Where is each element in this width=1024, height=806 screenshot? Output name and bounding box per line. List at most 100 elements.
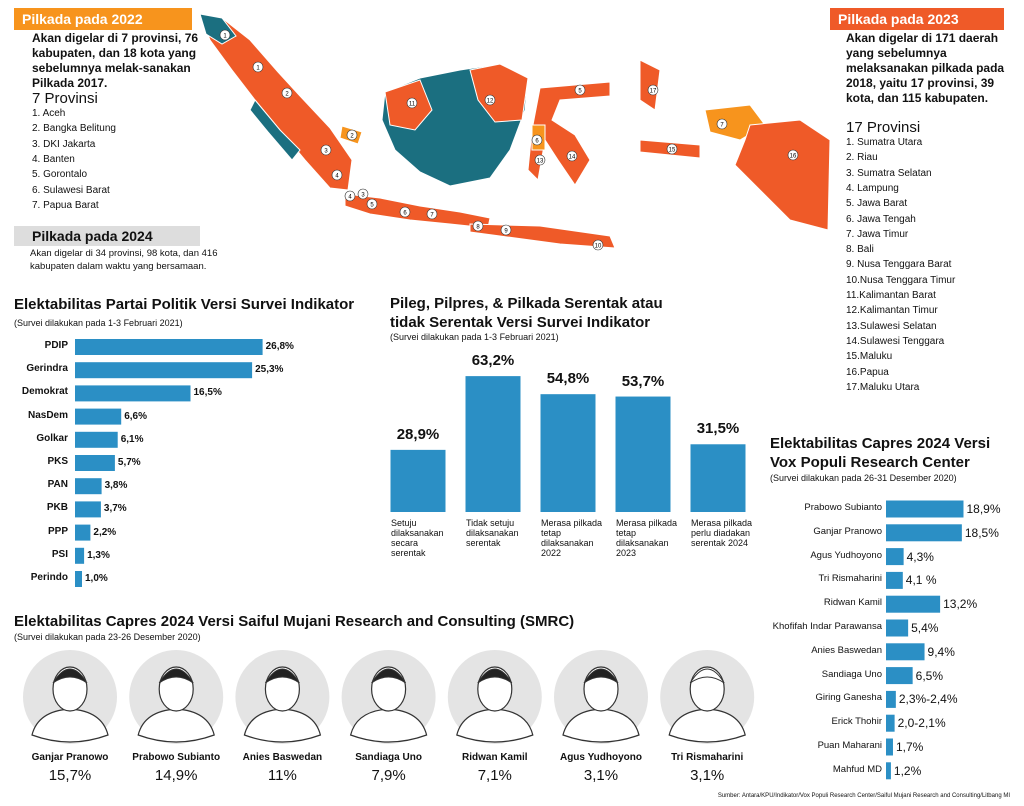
candidate-result: 7,9% (371, 767, 406, 784)
category-label: PKS (47, 456, 68, 467)
value-label: 25,3% (255, 364, 284, 376)
bar (75, 501, 101, 518)
candidate-result: 7,1% (477, 767, 512, 784)
value-label: 2,0-2,1% (897, 716, 946, 731)
value-label: 63,2% (471, 352, 515, 370)
province-item: 14.Sulawesi Tenggara (846, 335, 945, 347)
province-item: 1. Aceh (32, 108, 66, 119)
value-label: 6,1% (120, 433, 144, 445)
map-marker-label: 1 (256, 66, 260, 72)
bar (886, 571, 903, 589)
value-label: 54,8% (546, 370, 590, 388)
panel-title: Pilkada pada 2023 (830, 8, 1004, 30)
value-label: 26,8% (265, 341, 294, 352)
map-marker (534, 154, 546, 166)
map-marker (787, 149, 799, 161)
category-label: Gerindra (26, 363, 68, 375)
source: Sumber: Antara/KPU/Indikator/Vox Populi … (717, 793, 1010, 799)
bar (465, 376, 521, 512)
bar (886, 500, 964, 518)
bar (886, 548, 904, 566)
province-item: 3. DKI Jakarta (32, 138, 96, 150)
category-label: Khofifah Indar Parawansa (772, 621, 882, 632)
province-item: 13.Sulawesi Selatan (846, 320, 937, 332)
category-label: PSI (51, 548, 68, 560)
bar (886, 762, 891, 780)
map-marker-label: 16 (790, 154, 797, 160)
panel-title: Pilkada pada 2024 (14, 226, 200, 246)
category-label: PAN (47, 479, 68, 491)
bar (886, 643, 925, 661)
bar (886, 690, 896, 708)
bar (886, 738, 893, 756)
candidate-result: 3,1% (583, 767, 619, 784)
chart-subtitle: (Survei dilakukan pada 1-3 Februari 2021… (390, 332, 559, 342)
map-marker-label: 5 (370, 203, 374, 209)
province-item: 6. Jawa Tengah (846, 213, 916, 225)
value-label: 18,9% (966, 502, 1001, 516)
map-marker-label: 3 (361, 193, 365, 199)
candidate-name: Anies Baswedan (242, 752, 323, 763)
category-label: Setuju dilaksanakan secara serentak (391, 518, 444, 558)
map-marker-label: 4 (348, 195, 352, 201)
category-label: Giring Ganesha (815, 692, 882, 704)
category-label: Merasa pilkada tetap dilaksanakan 2022 (541, 518, 603, 558)
value-label: 4,3% (906, 549, 934, 564)
chart-title: Elektabilitas Capres 2024 Versi Vox Popu… (770, 435, 991, 471)
panel-description: Akan digelar di 34 provinsi, 98 kota, da… (30, 248, 218, 272)
province-item: 5. Jawa Barat (846, 198, 908, 210)
map-marker (500, 224, 512, 236)
bar (886, 619, 909, 637)
value-label: 16,5% (193, 387, 222, 399)
panel-count: 7 Provinsi (32, 90, 98, 107)
papua (734, 119, 831, 231)
bar (75, 362, 253, 379)
value-label: 2,3%-2,4% (898, 692, 958, 707)
portrait-body (31, 708, 109, 743)
value-label: 9,4% (927, 644, 955, 659)
map-marker-label: 13 (537, 159, 544, 165)
map-marker-label: 8 (476, 225, 480, 231)
map-marker-label: 6 (535, 139, 539, 145)
portrait-body (243, 708, 322, 743)
map-marker (399, 206, 411, 218)
province-item: 2. Riau (846, 152, 878, 164)
bar (615, 396, 671, 512)
map-marker-label: 17 (650, 89, 657, 95)
category-label: Erick Thohir (831, 716, 882, 728)
candidate-result: 15,7% (48, 767, 92, 784)
province-item: 17.Maluku Utara (846, 381, 920, 393)
category-label: Merasa pilkada tetap dilaksanakan 2023 (616, 518, 678, 558)
portraits (23, 650, 755, 744)
sulawesi (527, 81, 611, 186)
java (344, 193, 491, 229)
province-item: 2. Bangka Belitung (32, 123, 116, 135)
province-item: 1. Sumatra Utara (846, 137, 923, 148)
map-marker-label: 3 (324, 149, 328, 155)
category-label: PKB (46, 502, 68, 514)
province-item: 10.Nusa Tenggara Timur (846, 274, 956, 286)
chart-subtitle: (Survei dilakukan pada 1-3 Februari 2021… (14, 318, 183, 328)
candidate-name: Sandiaga Uno (355, 752, 422, 763)
aceh (199, 13, 237, 45)
map-marker-label: 10 (595, 244, 602, 250)
value-label: 3,7% (103, 503, 127, 515)
value-label: 18,5% (964, 525, 999, 540)
map-marker (647, 84, 659, 96)
chart-title: Pileg, Pilpres, & Pilkada Serentak atau … (390, 295, 663, 331)
map-marker-label: 1 (223, 34, 227, 40)
candidate-name: Ganjar Pranowo (31, 752, 109, 763)
category-label: Anies Baswedan (811, 644, 882, 656)
value-label: 31,5% (696, 420, 740, 438)
panel-count: 17 Provinsi (846, 119, 921, 136)
value-label: 2,2% (93, 526, 117, 538)
province-item: 12.Kalimantan Timur (846, 305, 938, 317)
bar (886, 667, 913, 685)
province-item: 8. Bali (846, 244, 874, 256)
category-label: Ganjar Pranowo (813, 525, 882, 537)
maluku (639, 59, 701, 159)
candidate-name: Tri Rismaharini (671, 752, 744, 763)
category-label: PDIP (44, 340, 68, 351)
map-marker-label: 15 (669, 148, 676, 154)
map (199, 13, 831, 249)
